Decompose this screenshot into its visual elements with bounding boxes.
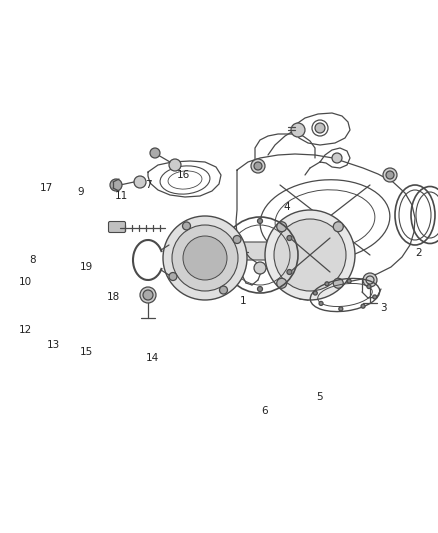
Circle shape: [183, 236, 227, 280]
Circle shape: [219, 286, 227, 294]
Circle shape: [325, 282, 329, 286]
Circle shape: [287, 270, 292, 274]
Text: 7: 7: [145, 181, 152, 190]
Circle shape: [274, 219, 346, 291]
Text: 16: 16: [177, 170, 190, 180]
Text: 14: 14: [146, 353, 159, 363]
Text: 3: 3: [380, 303, 387, 313]
Text: 9: 9: [78, 187, 85, 197]
Circle shape: [233, 236, 241, 244]
Text: 4: 4: [283, 202, 290, 212]
Text: 17: 17: [39, 183, 53, 192]
Circle shape: [339, 307, 343, 311]
Circle shape: [313, 291, 317, 295]
Circle shape: [110, 179, 122, 191]
Text: 2: 2: [415, 248, 422, 258]
Text: 19: 19: [80, 262, 93, 271]
Text: 10: 10: [19, 278, 32, 287]
Circle shape: [333, 222, 343, 232]
Circle shape: [258, 219, 262, 223]
Circle shape: [258, 287, 262, 292]
Circle shape: [383, 168, 397, 182]
Text: 8: 8: [29, 255, 36, 265]
Text: 13: 13: [47, 341, 60, 350]
Text: 15: 15: [80, 347, 93, 357]
Circle shape: [228, 236, 233, 240]
Circle shape: [319, 302, 323, 305]
Circle shape: [333, 278, 343, 288]
Circle shape: [143, 290, 153, 300]
Circle shape: [347, 279, 351, 283]
Text: 11: 11: [115, 191, 128, 201]
Circle shape: [310, 283, 320, 293]
Circle shape: [169, 159, 181, 171]
Circle shape: [254, 162, 262, 170]
Text: 12: 12: [19, 326, 32, 335]
Circle shape: [183, 222, 191, 230]
Circle shape: [287, 236, 292, 240]
Text: 1: 1: [240, 296, 247, 306]
Circle shape: [373, 295, 377, 299]
Circle shape: [150, 148, 160, 158]
Circle shape: [363, 273, 377, 287]
Circle shape: [265, 210, 355, 300]
Circle shape: [254, 262, 266, 274]
FancyBboxPatch shape: [216, 234, 238, 250]
Circle shape: [228, 270, 233, 274]
Circle shape: [140, 287, 156, 303]
Circle shape: [172, 225, 238, 291]
Circle shape: [251, 159, 265, 173]
Text: 18: 18: [106, 293, 120, 302]
Text: 6: 6: [261, 407, 268, 416]
Circle shape: [386, 171, 394, 179]
Circle shape: [361, 304, 365, 308]
Circle shape: [367, 285, 371, 288]
Circle shape: [163, 216, 247, 300]
Circle shape: [315, 123, 325, 133]
Circle shape: [277, 278, 287, 288]
FancyBboxPatch shape: [109, 222, 126, 232]
Circle shape: [332, 153, 342, 163]
Circle shape: [277, 222, 287, 232]
Circle shape: [169, 272, 177, 280]
Text: 5: 5: [316, 392, 323, 402]
Circle shape: [134, 176, 146, 188]
Circle shape: [291, 123, 305, 137]
FancyBboxPatch shape: [243, 242, 269, 260]
